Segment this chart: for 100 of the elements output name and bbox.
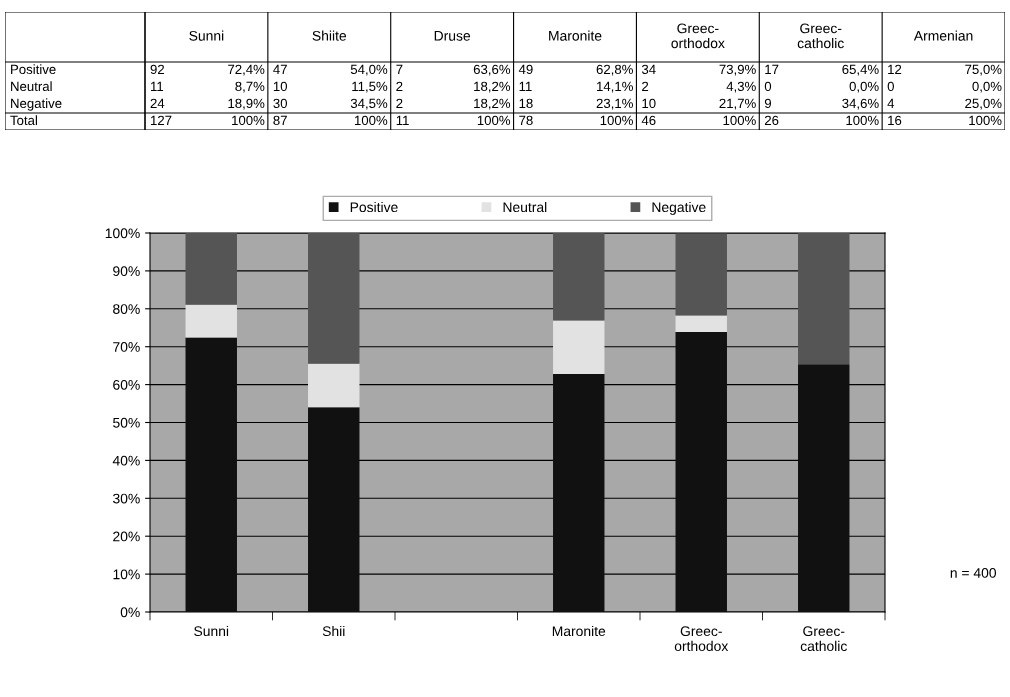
text: Maronite <box>549 30 602 41</box>
text: 0 <box>764 81 772 92</box>
text: Greec- orthodox <box>671 23 725 49</box>
y-tick-label: 100% <box>105 228 140 239</box>
text: 9 <box>764 98 771 109</box>
text: Greec- catholic <box>797 23 844 49</box>
bar <box>308 233 360 364</box>
y-tick-label: 70% <box>113 342 140 352</box>
y-tick-label: 0% <box>120 607 140 618</box>
y-tick-label: 20% <box>113 531 140 542</box>
bar <box>308 363 360 408</box>
bar <box>308 407 360 612</box>
text: 62,8% <box>596 64 633 76</box>
x-tick-label: Greec- catholic <box>800 626 847 652</box>
text: 2 <box>396 98 403 108</box>
text: 11 <box>151 81 164 91</box>
text: 100% <box>600 115 633 126</box>
bar <box>553 233 605 321</box>
text: 100% <box>354 115 388 126</box>
y-tick-label: 10% <box>113 569 140 580</box>
text: 11 <box>519 81 532 91</box>
text: 10 <box>273 81 288 92</box>
text: 100% <box>723 115 756 126</box>
y-tick-label: 90% <box>113 266 140 277</box>
text: 24 <box>150 98 165 108</box>
x-tick-label: Greec- orthodox <box>674 626 729 652</box>
bar <box>798 233 850 365</box>
text: 46 <box>641 115 656 126</box>
text: 75,0% <box>965 64 1002 76</box>
text: 100% <box>846 115 879 126</box>
text: 34,5% <box>350 98 388 110</box>
legend-label: Positive <box>350 201 398 213</box>
text: 47 <box>273 64 287 74</box>
text: n = 400 <box>950 567 997 578</box>
text: 16 <box>888 115 902 126</box>
text: 0,0% <box>972 81 1002 93</box>
bar <box>553 320 605 374</box>
text: 65,4% <box>842 64 879 76</box>
legend-label: Negative <box>652 201 706 215</box>
text: 7 <box>396 64 403 74</box>
x-tick-label: Shii <box>322 625 345 637</box>
text: 72,4% <box>228 64 265 76</box>
bar <box>185 337 237 612</box>
y-tick-label: 30% <box>113 493 140 504</box>
text: 100% <box>477 115 511 126</box>
text: 11 <box>396 115 409 125</box>
text: 11,5% <box>352 81 388 93</box>
text: 2 <box>396 81 403 91</box>
text: Negative <box>11 98 62 111</box>
bar <box>675 233 727 316</box>
text: Total <box>10 115 37 126</box>
text: 78 <box>519 115 533 126</box>
bar <box>675 331 727 612</box>
text: 25,0% <box>965 98 1002 110</box>
text: 0 <box>887 81 894 92</box>
text: 92 <box>150 64 165 75</box>
text: 4,3% <box>726 81 756 93</box>
text: Sunni <box>189 30 224 41</box>
y-tick-label: 40% <box>112 455 140 466</box>
text: 34,6% <box>842 98 879 110</box>
text: 87 <box>273 115 287 126</box>
bar <box>185 304 237 338</box>
text: 100% <box>969 115 1002 126</box>
text: 21,7% <box>719 98 756 110</box>
bar <box>675 315 727 332</box>
text: 100% <box>232 115 265 126</box>
text: Positive <box>11 64 56 75</box>
text: 12 <box>888 64 902 74</box>
legend-label: Neutral <box>503 201 547 213</box>
x-tick-label: Maronite <box>552 625 606 637</box>
text: 49 <box>518 64 533 75</box>
text: 26 <box>764 115 779 126</box>
text: 4 <box>887 98 895 108</box>
text: 30 <box>273 98 288 109</box>
text: Shiite <box>312 30 347 41</box>
text: 17 <box>765 64 779 74</box>
text: 18,2% <box>474 81 511 93</box>
text: 14,1% <box>597 81 633 93</box>
text: 18 <box>519 98 533 109</box>
text: Neutral <box>11 81 52 92</box>
bar <box>798 364 850 612</box>
text: 34 <box>641 64 656 75</box>
text: 63,6% <box>473 64 511 76</box>
text: 127 <box>151 115 172 125</box>
text: 18,9% <box>228 98 265 110</box>
text: 18,2% <box>474 98 511 110</box>
text: 73,9% <box>719 64 756 76</box>
text: Druse <box>434 31 471 41</box>
text: 10 <box>642 98 656 109</box>
text: 8,7% <box>235 81 265 93</box>
text: Armenian <box>913 30 973 41</box>
text: 0,0% <box>849 81 879 93</box>
y-tick-label: 50% <box>113 417 140 428</box>
text: 54,0% <box>350 64 388 76</box>
text: 2 <box>642 81 649 91</box>
bar <box>553 373 605 612</box>
x-tick-label: Sunni <box>194 625 229 637</box>
bar <box>185 233 237 305</box>
y-tick-label: 80% <box>113 304 140 314</box>
text: 23,1% <box>596 98 633 110</box>
